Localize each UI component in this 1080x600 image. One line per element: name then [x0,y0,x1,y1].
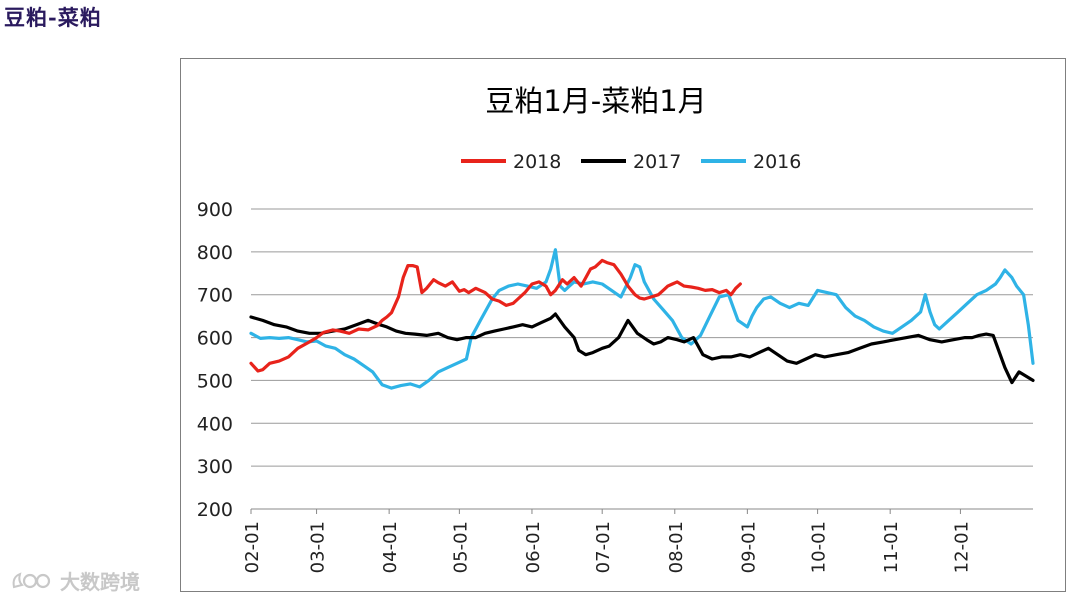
chart-legend: 2018 2017 2016 [461,151,801,173]
y-tick-label: 900 [197,199,233,221]
x-tick-label: 07-01 [593,521,614,573]
y-tick-label: 200 [197,499,233,521]
x-tick-label: 04-01 [380,521,401,573]
y-tick-label: 500 [197,370,233,392]
legend-label: 2016 [753,151,801,173]
y-tick-label: 800 [197,242,233,264]
watermark-text: 大数跨境 [60,570,140,594]
x-tick-label: 06-01 [523,521,544,573]
x-tick-label: 05-01 [450,521,471,573]
y-tick-label: 300 [197,456,233,478]
x-tick-label: 09-01 [738,521,759,573]
x-tick-label: 03-01 [308,521,329,573]
legend-label: 2018 [513,151,561,173]
y-tick-label: 600 [197,328,233,350]
y-axis-ticks: 200 300 400 500 600 700 800 900 [197,199,233,521]
line-chart: 豆粕1月-菜粕1月 2018 2017 2016 200 300 400 500 600 70… [197,84,1035,573]
series-line-2016 [249,248,1035,390]
x-tick-label: 08-01 [666,521,687,573]
x-tick-label: 12-01 [951,521,972,573]
y-tick-label: 700 [197,285,233,307]
series-line-2017 [249,312,1035,385]
watermark: 大数跨境 [10,566,140,595]
chart-series [249,248,1035,390]
chart-title: 豆粕1月-菜粕1月 [485,84,706,118]
x-tick-label: 10-01 [809,521,830,573]
x-axis-ticks: 02-01 03-01 04-01 05-01 06-01 07-01 08-01 09-01… [242,509,972,573]
chart-frame: 豆粕1月-菜粕1月 2018 2017 2016 200 300 400 500 600 70… [180,58,1066,592]
page-title: 豆粕-菜粕 [4,5,102,30]
dashuju-logo-icon [12,571,51,588]
series-line-2018 [249,258,742,373]
x-tick-label: 02-01 [242,521,263,573]
y-tick-label: 400 [197,413,233,435]
legend-label: 2017 [633,151,681,173]
x-tick-label: 11-01 [881,521,902,573]
chart-gridlines [251,208,1033,510]
